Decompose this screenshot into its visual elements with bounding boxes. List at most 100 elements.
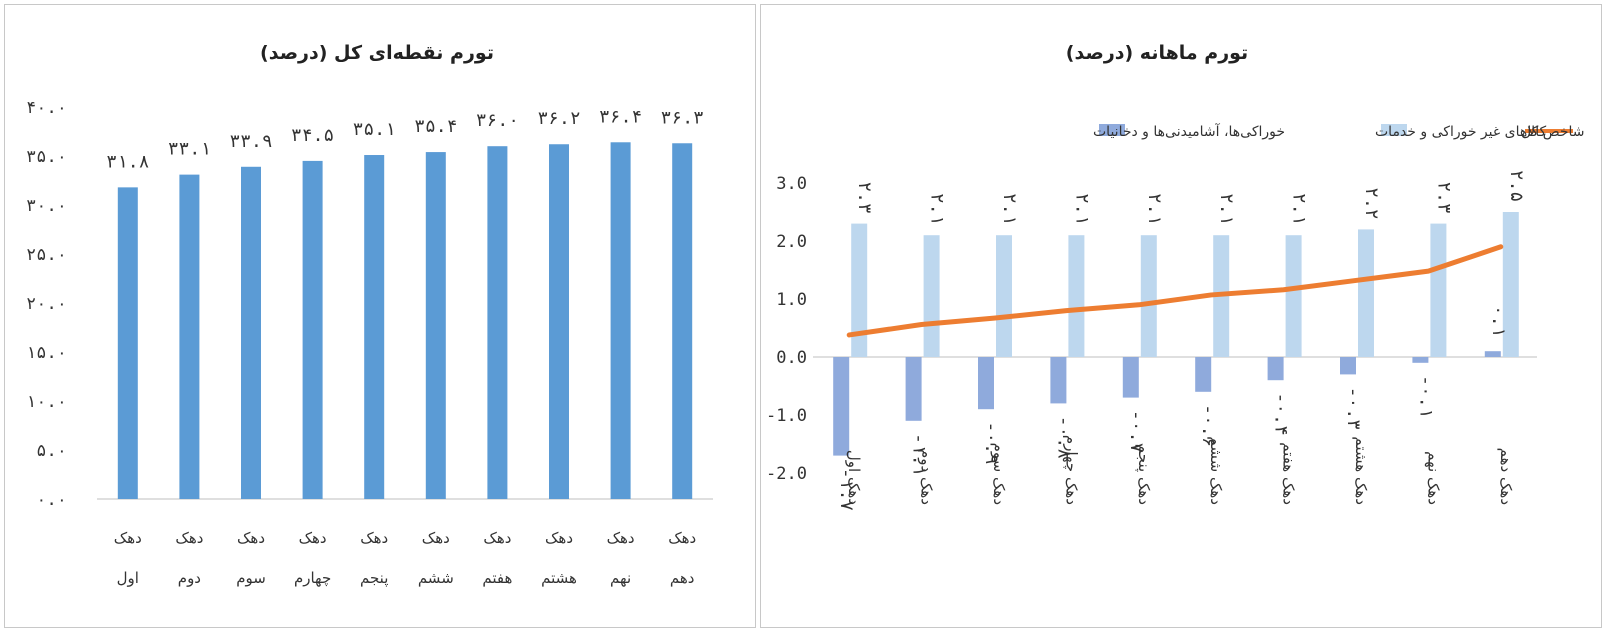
bar-food — [1340, 357, 1356, 375]
data-label-nonfood: ۲.۱ — [999, 193, 1020, 226]
category-label: دهم — [670, 569, 695, 587]
y-tick-label: 2.0 — [776, 232, 807, 252]
legend-label-nonfood: کالاهای غیر خوراکی و خدمات — [1375, 124, 1547, 140]
category-label: دهک — [114, 529, 142, 547]
y-tick-label: ۴۰.۰ — [26, 98, 67, 118]
data-label-nonfood: ۲.۱ — [1216, 193, 1237, 226]
chart-title: تورم نقطه‌ای کل (درصد) — [260, 42, 494, 64]
bar — [302, 160, 323, 499]
category-label: دهک — [299, 529, 327, 547]
bar-food — [1412, 357, 1429, 363]
data-label-food: -۰.۳ — [1343, 387, 1364, 430]
bar-nonfood — [1285, 235, 1302, 357]
monthly-inflation-chart: تورم ماهانه (درصد) شاخص کل کالاهای غیر خ… — [766, 42, 1585, 511]
y-tick-label: ۲۵.۰ — [26, 245, 67, 265]
category-label: دهک — [175, 529, 203, 547]
data-label: ۳۵.۴ — [414, 116, 457, 137]
data-label: ۳۶.۰ — [476, 110, 519, 131]
data-label-nonfood: ۲.۲ — [1361, 187, 1382, 220]
category-label: دهک — [422, 529, 450, 547]
y-tick-label: 1.0 — [776, 290, 807, 310]
data-label-food: -۰.۴ — [1271, 393, 1292, 436]
data-label-food: -۰.۱ — [1415, 375, 1436, 418]
bar — [179, 174, 200, 499]
legend-swatch-food — [1099, 124, 1125, 136]
y-tick-label: 3.0 — [776, 174, 807, 194]
category-label: دهک — [607, 529, 635, 547]
bar-nonfood — [1502, 212, 1519, 357]
category-label: اول — [117, 569, 139, 587]
data-label-nonfood: ۲.۱ — [927, 193, 948, 226]
bar-food — [1195, 357, 1212, 392]
data-label-food: -۰.۹ — [981, 422, 1002, 465]
bar — [241, 166, 261, 499]
category-label: دهک — [237, 529, 265, 547]
category-label: سوم — [236, 569, 266, 587]
data-label-food: -۰.۷ — [1126, 410, 1147, 453]
category-label: ششم — [418, 569, 454, 587]
bar-nonfood — [1358, 229, 1374, 357]
y-tick-label: -1.0 — [766, 406, 807, 426]
y-tick-label: 0.0 — [776, 348, 807, 368]
data-label-nonfood: ۲.۱ — [1071, 193, 1092, 226]
data-label-food: -۱.۷ — [836, 468, 857, 511]
data-label: ۳۳.۱ — [168, 139, 211, 160]
category-label: دهک پنجم — [1134, 444, 1153, 505]
data-label: ۳۶.۳ — [661, 107, 704, 128]
category-label: چهارم — [294, 569, 331, 587]
data-label-food: -۰.۸ — [1053, 416, 1074, 459]
bar-nonfood — [851, 223, 868, 357]
data-label-food: -۰.۶ — [1198, 404, 1219, 447]
data-label: ۳۵.۱ — [353, 119, 396, 140]
bar — [549, 144, 569, 500]
category-label: نهم — [610, 569, 631, 587]
data-label: ۳۴.۵ — [291, 125, 334, 146]
y-tick-label: ۱۰.۰ — [26, 392, 67, 412]
total-inflation-chart: تورم نقطه‌ای کل (درصد) ۰.۰ ۵.۰ ۱۰.۰ ۱۵.۰ ۲۰.… — [26, 42, 713, 588]
category-label: دهک نهم — [1424, 451, 1442, 505]
legend: شاخص کل کالاهای غیر خوراکی و خدمات خوراک… — [1093, 123, 1585, 140]
data-label: ۳۶.۴ — [599, 106, 642, 127]
category-label: دهک هفتم — [1280, 442, 1298, 505]
category-label: پنجم — [360, 569, 388, 588]
category-label: هشتم — [541, 569, 577, 587]
bar — [425, 152, 446, 499]
category-label: دهک چهارم — [1062, 435, 1080, 505]
y-tick-label: ۳۰.۰ — [26, 196, 67, 216]
category-label: دهک ششم — [1207, 436, 1225, 505]
bar-nonfood — [996, 235, 1012, 357]
bar-nonfood — [1140, 235, 1157, 357]
y-tick-label: -2.0 — [766, 464, 807, 484]
data-label-nonfood: ۲.۳ — [1433, 181, 1454, 214]
bar — [117, 187, 138, 500]
category-label: دهک هشتم — [1352, 436, 1370, 505]
legend-label-food: خوراکی‌ها، آشامیدنی‌ها و دخانیات — [1093, 123, 1285, 140]
category-label: دهک اول — [845, 450, 863, 505]
data-label: ۳۱.۸ — [106, 151, 149, 172]
data-label: ۳۳.۹ — [229, 131, 272, 152]
data-label-nonfood: ۲.۳ — [854, 181, 875, 214]
bar-food — [1122, 357, 1139, 398]
bar-food — [833, 357, 850, 456]
y-tick-label: ۲۰.۰ — [26, 294, 67, 314]
legend-label-total: شاخص کل — [1521, 124, 1585, 140]
category-label: هفتم — [482, 569, 512, 587]
category-label: دهک دوم — [918, 449, 936, 505]
y-tick-label: ۱۵.۰ — [26, 343, 67, 363]
bar — [487, 146, 508, 499]
data-label: ۳۶.۲ — [537, 108, 580, 129]
chart-title: تورم ماهانه (درصد) — [1066, 42, 1248, 64]
data-label-food: ۰.۱ — [1488, 305, 1509, 338]
bar-food — [1267, 357, 1284, 381]
y-tick-label: ۰.۰ — [36, 490, 67, 510]
line-total — [846, 244, 1504, 338]
bar-nonfood — [1068, 235, 1085, 357]
bar-food — [1484, 351, 1501, 357]
legend-swatch-nonfood — [1381, 124, 1407, 136]
total-inflation-chart-panel: تورم نقطه‌ای کل (درصد) ۰.۰ ۵.۰ ۱۰.۰ ۱۵.۰ ۲۰.… — [4, 4, 756, 628]
bar-nonfood — [1430, 223, 1447, 357]
data-label-nonfood: ۲.۵ — [1506, 170, 1527, 203]
data-label-nonfood: ۲.۱ — [1289, 193, 1310, 226]
category-label: دهک — [483, 529, 511, 547]
category-label: دهک — [545, 529, 573, 547]
